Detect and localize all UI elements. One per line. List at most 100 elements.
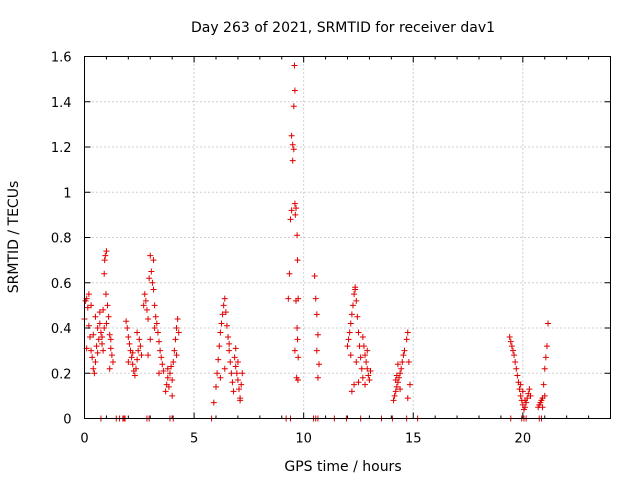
data-point (359, 374, 366, 381)
x-tick-label: 10 (295, 432, 312, 447)
data-point (135, 347, 142, 354)
data-point (352, 284, 359, 291)
data-point (125, 334, 132, 341)
data-point (140, 302, 147, 309)
data-point (290, 146, 297, 153)
data-point (166, 370, 173, 377)
data-point (526, 386, 533, 393)
data-point (124, 325, 131, 331)
data-point (134, 329, 141, 336)
data-point (93, 343, 100, 350)
x-tick-label: 0 (80, 432, 88, 447)
data-points (81, 62, 552, 422)
data-point (138, 352, 145, 359)
data-point (129, 349, 136, 356)
data-point (290, 103, 297, 110)
data-point (353, 297, 360, 304)
data-point (147, 336, 154, 343)
data-point (102, 291, 109, 298)
x-axis-label: GPS time / hours (284, 459, 401, 475)
data-point (100, 306, 107, 313)
data-point (221, 295, 228, 302)
data-point (314, 331, 321, 338)
data-point (125, 358, 132, 365)
data-point (351, 291, 358, 298)
data-point (164, 365, 171, 372)
data-point (313, 347, 320, 354)
data-point (162, 388, 169, 395)
data-point (106, 365, 113, 372)
data-point (217, 374, 224, 381)
y-tick-label: 1.2 (51, 141, 72, 156)
data-point (142, 297, 149, 304)
data-point (151, 302, 158, 309)
data-point (234, 377, 241, 384)
data-point (143, 306, 150, 313)
data-point (512, 358, 519, 365)
y-tick-label: 0.2 (51, 367, 72, 382)
y-tick-label: 1.4 (51, 96, 72, 111)
data-point (131, 372, 138, 379)
data-point (104, 302, 111, 309)
data-point (169, 377, 176, 384)
data-point (291, 347, 298, 354)
data-point (366, 377, 373, 384)
data-point (229, 379, 236, 386)
y-tick-label: 0.6 (51, 277, 72, 292)
data-point (347, 352, 354, 359)
data-point (157, 347, 164, 354)
data-point (392, 388, 399, 395)
data-point (106, 331, 113, 338)
data-point (156, 338, 163, 345)
data-point (153, 320, 160, 327)
data-point (348, 311, 355, 318)
chart-title: Day 263 of 2021, SRMTID for receiver dav… (191, 20, 495, 36)
data-point (232, 345, 239, 352)
data-point (173, 352, 180, 359)
data-point (94, 325, 101, 331)
data-point (517, 392, 524, 399)
data-point (397, 386, 404, 393)
data-point (391, 392, 398, 399)
data-point (89, 354, 96, 361)
data-point (359, 334, 366, 341)
x-tick-label: 15 (405, 432, 422, 447)
data-point (404, 395, 411, 402)
data-point (238, 381, 245, 388)
data-point (158, 354, 165, 361)
data-point (542, 354, 549, 361)
data-point (313, 311, 320, 318)
data-point (91, 370, 98, 377)
data-point (147, 252, 154, 259)
data-point (517, 381, 524, 388)
y-tick-label: 0 (63, 413, 71, 428)
data-point (126, 340, 133, 347)
data-point (392, 377, 399, 384)
data-point (222, 309, 229, 316)
data-point (527, 392, 534, 399)
data-point (214, 370, 221, 377)
data-point (234, 358, 241, 365)
data-point (314, 374, 321, 381)
data-point (227, 358, 234, 365)
data-point (291, 62, 298, 69)
data-point (171, 347, 178, 354)
data-point (228, 370, 235, 377)
data-point (393, 372, 400, 379)
data-point (291, 200, 298, 207)
data-point (230, 388, 237, 395)
data-point (225, 334, 232, 341)
data-point (105, 313, 112, 320)
data-point (160, 367, 167, 374)
data-point (101, 325, 108, 331)
y-tick-label: 0.4 (51, 322, 72, 337)
data-point (292, 211, 299, 218)
data-point (365, 372, 372, 379)
data-point (289, 157, 296, 164)
data-point (97, 329, 104, 336)
data-point (513, 365, 520, 372)
data-point (85, 291, 92, 298)
data-point (397, 370, 404, 377)
data-point (146, 275, 153, 282)
